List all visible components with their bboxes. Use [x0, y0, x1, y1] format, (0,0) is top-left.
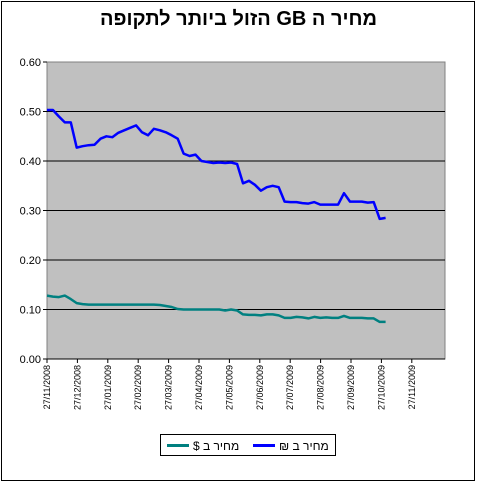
legend-label-usd: מחיר ב $: [193, 438, 240, 453]
series-line-usd: [46, 294, 386, 324]
x-tick-label: 27/08/2009: [316, 365, 326, 410]
legend-label-ils: מחיר ב ₪: [279, 438, 329, 453]
y-tick-label: 0.00: [20, 354, 41, 366]
series-line-ils: [47, 108, 386, 221]
x-tick-label: 27/07/2009: [285, 365, 295, 410]
chart-title: מחיר ה GB הזול ביותר לתקופה: [99, 8, 378, 30]
y-tick-label: 0.20: [20, 255, 41, 267]
x-tick-label: 27/05/2009: [224, 365, 234, 410]
x-tick-label: 27/11/2008: [42, 365, 52, 409]
x-tick-label: 27/03/2009: [164, 365, 174, 410]
y-tick-label: 0.30: [20, 206, 41, 218]
x-tick-label: 27/06/2009: [255, 365, 265, 410]
x-axis-ticks: 27/11/2008 27/12/2008 27/01/2009 27/02/2009…: [42, 359, 417, 410]
x-tick-label: 27/11/2009: [407, 365, 417, 409]
grid-lines: [47, 111, 445, 360]
series-group: [46, 108, 386, 324]
x-tick-label: 27/02/2009: [133, 365, 143, 410]
legend-item-ils: מחיר ב ₪: [253, 438, 329, 453]
legend-item-usd: מחיר ב $: [167, 438, 240, 453]
y-tick-label: 0.60: [20, 57, 41, 69]
y-tick-label: 0.50: [20, 107, 41, 119]
legend-swatch-usd: [167, 444, 189, 448]
x-tick-label: 27/09/2009: [346, 365, 356, 410]
y-tick-label: 0.10: [20, 305, 41, 317]
y-tick-label: 0.40: [20, 156, 41, 168]
y-axis-ticks: 0.00 0.10 0.20 0.30 0.40 0.50 0.60: [20, 57, 47, 366]
x-tick-label: 27/04/2009: [194, 365, 204, 410]
legend-swatch-ils: [253, 444, 275, 448]
x-tick-label: 27/01/2009: [103, 365, 113, 410]
legend: מחיר ב $ מחיר ב ₪: [160, 434, 336, 456]
x-tick-label: 27/12/2008: [72, 365, 82, 410]
x-tick-label: 27/10/2009: [376, 365, 386, 410]
